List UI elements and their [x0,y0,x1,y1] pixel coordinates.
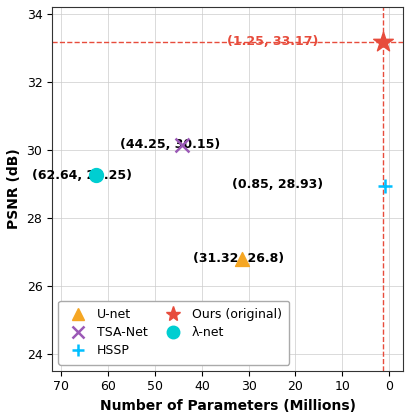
Text: (0.85, 28.93): (0.85, 28.93) [232,178,323,191]
Point [379,39,386,45]
Text: (62.64, 29.25): (62.64, 29.25) [31,169,131,182]
X-axis label: Number of Parameters (Millions): Number of Parameters (Millions) [99,399,355,413]
Y-axis label: PSNR (dB): PSNR (dB) [7,149,21,229]
Point [238,255,245,262]
Point [92,172,99,178]
Text: (44.25, 30.15): (44.25, 30.15) [120,138,220,151]
Text: (31.32, 26.8): (31.32, 26.8) [192,252,283,265]
Point [178,141,185,148]
Legend: U-net, TSA-Net, HSSP, Ours (original), λ-net: U-net, TSA-Net, HSSP, Ours (original), λ… [58,301,288,365]
Text: (1.25, 33.17): (1.25, 33.17) [227,35,318,48]
Point [381,183,387,189]
